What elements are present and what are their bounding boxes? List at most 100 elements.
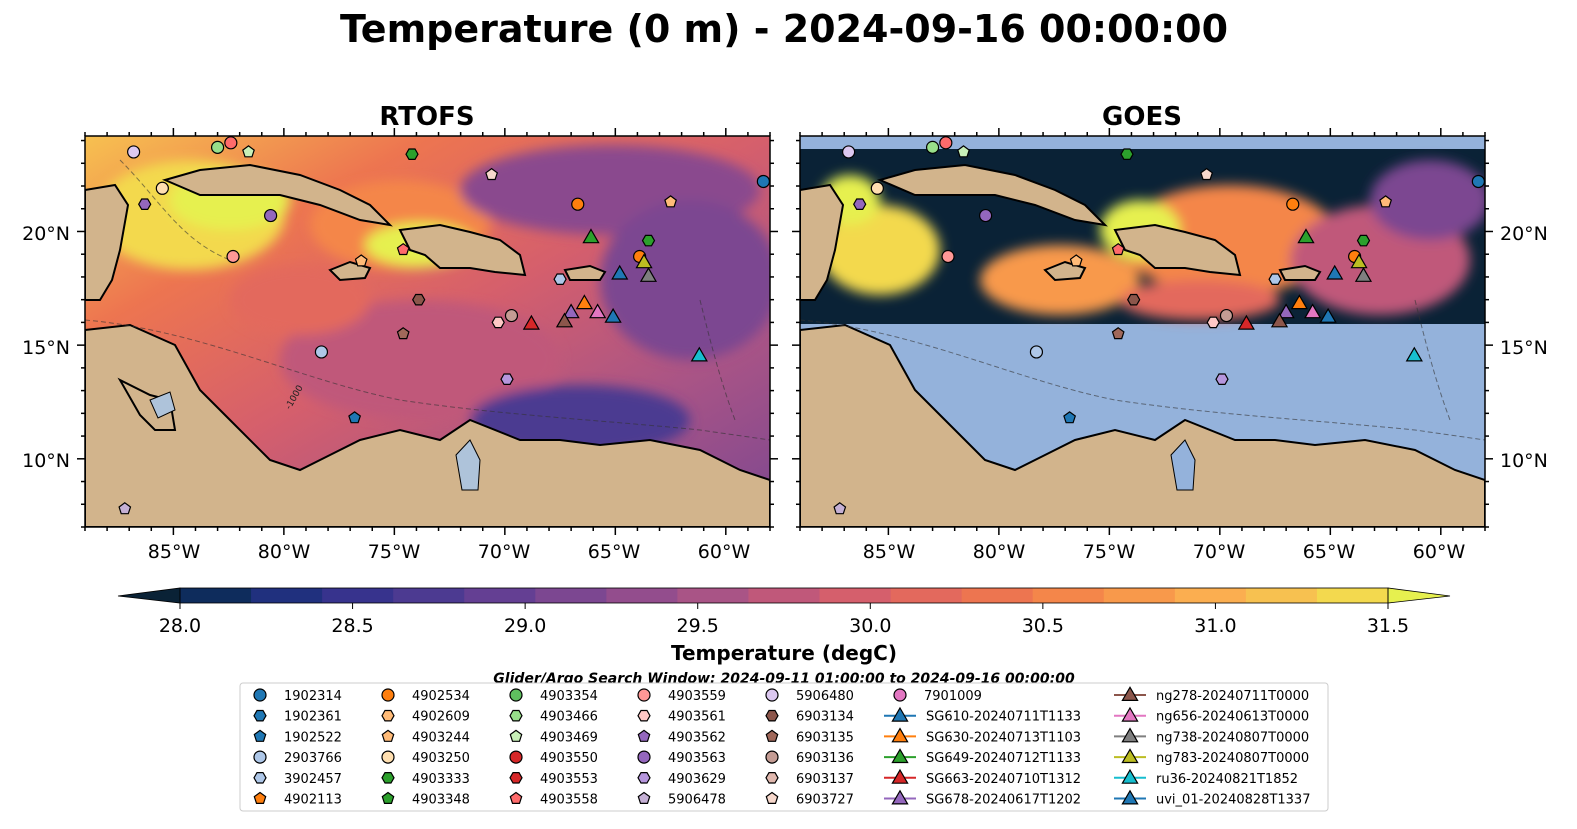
station-marker xyxy=(1405,346,1423,362)
legend-marker xyxy=(637,791,651,805)
colorbar-tick-label: 30.0 xyxy=(849,615,891,637)
legend-marker xyxy=(253,750,267,764)
colorbar-tick-label: 28.5 xyxy=(331,615,373,637)
legend-marker xyxy=(891,748,909,764)
axis-ticks xyxy=(77,128,1493,535)
legend-label: 4903559 xyxy=(668,689,726,704)
colorbar-segment xyxy=(1245,588,1318,603)
station-marker xyxy=(1268,273,1282,285)
legend-label: 4903561 xyxy=(668,710,726,725)
rtofs-bathymetry-contours xyxy=(85,159,770,441)
station-marker xyxy=(941,249,955,264)
station-marker xyxy=(1356,234,1371,247)
legend-label: 4902534 xyxy=(412,689,470,704)
legend-marker xyxy=(381,750,395,764)
colorbar-segment xyxy=(677,588,749,603)
figure-title: Temperature (0 m) - 2024-09-16 00:00:00 xyxy=(340,7,1228,51)
station-marker xyxy=(1237,314,1255,330)
legend-label: 6903135 xyxy=(796,730,854,745)
legend-marker xyxy=(1121,789,1139,805)
station-marker xyxy=(690,346,708,362)
station-marker xyxy=(118,502,132,515)
legend-label: 1902314 xyxy=(284,689,342,704)
legend-label: 4903553 xyxy=(540,772,598,787)
legend-label: 4903354 xyxy=(540,689,598,704)
station-marker xyxy=(1350,253,1368,269)
legend-marker xyxy=(1121,727,1139,743)
lon-labels: 85°W 80°W 75°W 70°W 65°W 60°W 85°W 80°W … xyxy=(148,541,1466,563)
station-marker xyxy=(485,167,499,181)
legend-label: 4903333 xyxy=(412,772,470,787)
colorbar-segments xyxy=(180,588,1389,603)
legend-marker xyxy=(1121,706,1139,722)
legend-label: ng278-20240711T0000 xyxy=(1156,689,1309,704)
station-marker xyxy=(639,266,658,282)
legend-marker xyxy=(509,791,523,805)
station-marker xyxy=(504,308,519,323)
station-marker xyxy=(1354,266,1373,282)
station-marker xyxy=(1304,303,1322,319)
station-marker xyxy=(314,345,329,359)
station-marker xyxy=(939,136,953,150)
station-marker xyxy=(604,307,622,323)
legend-marker xyxy=(765,729,779,742)
station-marker xyxy=(1471,174,1485,189)
rtofs-lakes xyxy=(149,391,481,491)
lon-label-60w-left: 60°W xyxy=(698,541,751,563)
legend-marker xyxy=(509,750,523,764)
station-marker xyxy=(412,293,426,306)
station-marker xyxy=(226,249,240,264)
colorbar-tick-label: 31.5 xyxy=(1367,615,1409,637)
station-marker xyxy=(641,234,656,247)
station-marker xyxy=(833,502,847,515)
legend-label: 6903134 xyxy=(796,710,854,725)
legend-label: 1902361 xyxy=(284,710,342,725)
legend-marker xyxy=(893,688,907,702)
legend-label: 4903250 xyxy=(412,751,470,766)
legend-marker xyxy=(1121,748,1139,764)
legend-label: 4903469 xyxy=(540,730,598,745)
colorbar-max-extend xyxy=(1387,587,1451,604)
station-marker xyxy=(396,327,410,340)
station-marker xyxy=(1219,308,1234,323)
colorbar-tick-label: 31.0 xyxy=(1194,615,1236,637)
station-marker xyxy=(354,254,368,267)
station-marker xyxy=(1297,228,1315,244)
legend-label: 6903727 xyxy=(796,793,854,808)
station-marker xyxy=(562,303,580,319)
colorbar-segment xyxy=(322,588,394,603)
colorbar-segment xyxy=(1174,588,1247,603)
station-marker xyxy=(553,273,567,285)
station-marker xyxy=(210,140,225,154)
station-marker xyxy=(842,145,856,159)
station-marker xyxy=(1111,327,1125,340)
legend-label: ng738-20240807T0000 xyxy=(1156,730,1309,745)
legend-label: 5906480 xyxy=(796,689,854,704)
legend-marker xyxy=(765,688,779,702)
legend-marker xyxy=(253,709,267,722)
station-marker xyxy=(348,411,362,424)
legend-label: 4903244 xyxy=(412,730,470,745)
goes-lakes xyxy=(1170,439,1196,491)
station-marker xyxy=(635,253,653,269)
station-marker xyxy=(1120,148,1134,160)
legend-marker xyxy=(253,791,267,805)
lat-labels: 20°N 15°N 10°N 20°N 15°N 10°N xyxy=(22,223,1548,472)
legend-marker xyxy=(891,706,909,722)
station-marker xyxy=(138,198,152,210)
colorbar-segment xyxy=(890,588,963,603)
colorbar-segment xyxy=(535,588,607,603)
colorbar-tick-label: 29.5 xyxy=(677,615,719,637)
legend-label: 4903563 xyxy=(668,751,726,766)
legend-marker xyxy=(1121,768,1139,784)
legend-label: 3902457 xyxy=(284,772,342,787)
lon-label-75w-right: 75°W xyxy=(1083,541,1136,563)
colorbar-ticks: 28.0 28.5 29.0 29.5 30.0 30.5 31.0 31.5 xyxy=(159,603,1409,637)
lat-label-20n-left: 20°N xyxy=(22,223,70,245)
colorbar-segment xyxy=(1032,588,1105,603)
legend-label: SG678-20240617T1202 xyxy=(926,793,1081,808)
colorbar-segment xyxy=(1103,588,1176,603)
legend-marker xyxy=(509,771,523,784)
lon-label-60w-right: 60°W xyxy=(1413,541,1466,563)
